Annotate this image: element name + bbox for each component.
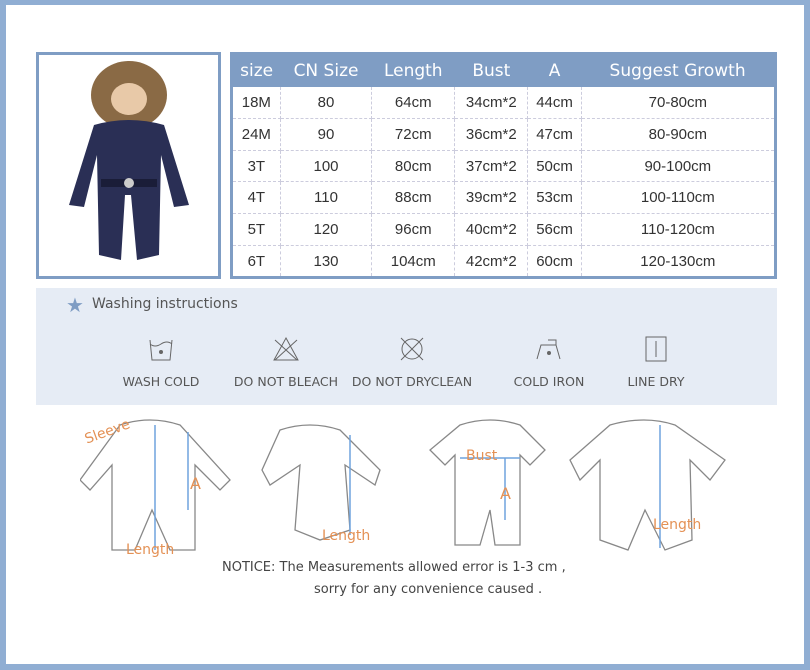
- table-cell: 120-130cm: [581, 245, 777, 278]
- table-cell: 96cm: [371, 213, 456, 247]
- column-header: Bust: [454, 53, 528, 87]
- wash-item: WASH COLD: [91, 334, 231, 389]
- table-cell: 64cm: [371, 86, 456, 119]
- star-icon: ★: [66, 293, 84, 317]
- product-photo: [36, 52, 221, 279]
- table-cell: 56cm: [527, 213, 582, 247]
- table-cell: 80: [280, 86, 373, 119]
- size-table: size CN Size Length Bust A Suggest Growth 18M…: [230, 52, 777, 279]
- table-cell: 3T: [231, 150, 281, 183]
- wash-item: DO NOT BLEACH: [216, 334, 356, 389]
- table-cell: 60cm: [527, 245, 582, 278]
- table-cell: 36cm*2: [454, 118, 529, 151]
- table-cell: 44cm: [527, 86, 582, 119]
- table-cell: 47cm: [527, 118, 582, 151]
- a-label: A: [190, 474, 201, 493]
- table-row: 3T 100 80cm 37cm*2 50cm 90-100cm: [231, 150, 777, 183]
- washing-title: Washing instructions: [92, 296, 238, 312]
- column-header: Length: [371, 53, 455, 87]
- table-cell: 90-100cm: [581, 150, 777, 183]
- line-dry-icon: [645, 336, 667, 362]
- column-header: A: [527, 53, 582, 87]
- table-row: 6T 130 104cm 42cm*2 60cm 120-130cm: [231, 245, 777, 278]
- column-header: Suggest Growth: [581, 53, 776, 87]
- bust-label: Bust: [466, 448, 498, 464]
- table-cell: 100-110cm: [581, 181, 777, 215]
- shortsleeve-sketch: [429, 419, 546, 546]
- table-cell: 34cm*2: [454, 86, 529, 119]
- bodysuit-sketch: [261, 424, 381, 541]
- wash-cold-icon: [149, 339, 173, 361]
- table-cell: 5T: [231, 213, 281, 247]
- table-cell: 80cm: [371, 150, 456, 183]
- table-cell: 42cm*2: [454, 245, 529, 278]
- garment-diagrams: [80, 419, 726, 551]
- do-not-dryclean-icon: [400, 337, 424, 361]
- table-cell: 120: [280, 213, 373, 247]
- wash-item: LINE DRY: [586, 334, 726, 389]
- table-cell: 100: [280, 150, 373, 183]
- table-cell: 90: [280, 118, 373, 151]
- table-row: 4T 110 88cm 39cm*2 53cm 100-110cm: [231, 181, 777, 215]
- romper-sketch: [80, 419, 231, 551]
- wash-item: COLD IRON: [479, 334, 619, 389]
- a-label: A: [500, 484, 511, 503]
- table-cell: 50cm: [527, 150, 582, 183]
- table-cell: 40cm*2: [454, 213, 529, 247]
- wash-item: DO NOT DRYCLEAN: [342, 334, 482, 389]
- table-cell: 18M: [231, 86, 281, 119]
- table-cell: 4T: [231, 181, 281, 215]
- notice-line-2: sorry for any convenience caused .: [314, 582, 543, 597]
- table-cell: 53cm: [527, 181, 582, 215]
- do-not-bleach-icon: [273, 336, 299, 361]
- table-cell: 110: [280, 181, 373, 215]
- table-cell: 104cm: [371, 245, 456, 278]
- table-cell: 80-90cm: [581, 118, 777, 151]
- cold-iron-icon: [536, 339, 561, 360]
- length-label: Length: [126, 542, 175, 558]
- column-header: CN Size: [280, 53, 372, 87]
- table-cell: 39cm*2: [454, 181, 529, 215]
- table-cell: 6T: [231, 245, 281, 278]
- column-header: size: [231, 53, 281, 87]
- table-cell: 130: [280, 245, 373, 278]
- length-label: Length: [322, 528, 371, 544]
- table-row: 24M 90 72cm 36cm*2 47cm 80-90cm: [231, 118, 777, 151]
- table-row: 18M 80 64cm 34cm*2 44cm 70-80cm: [231, 86, 777, 119]
- footed-sketch: [569, 419, 726, 551]
- table-cell: 24M: [231, 118, 281, 151]
- notice-line-1: NOTICE: The Measurements allowed error i…: [222, 560, 566, 575]
- table-cell: 110-120cm: [581, 213, 777, 247]
- length-label: Length: [653, 517, 702, 533]
- table-cell: 37cm*2: [454, 150, 529, 183]
- washing-panel: ★ Washing instructions WASH COLD DO NOT …: [36, 288, 777, 405]
- table-cell: 88cm: [371, 181, 456, 215]
- table-cell: 70-80cm: [581, 86, 777, 119]
- table-row: 5T 120 96cm 40cm*2 56cm 110-120cm: [231, 213, 777, 247]
- table-cell: 72cm: [371, 118, 456, 151]
